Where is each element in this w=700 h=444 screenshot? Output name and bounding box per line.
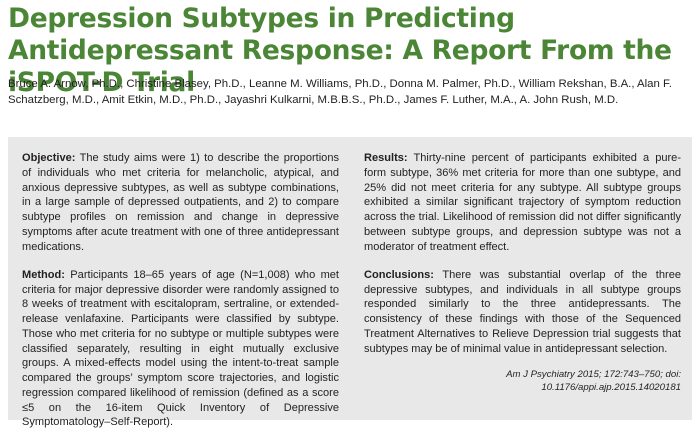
abstract-box: Objective: The study aims were 1) to des…: [8, 137, 692, 428]
results-text: Thirty-nine percent of participants exhi…: [364, 152, 681, 253]
conclusions-label: Conclusions:: [364, 268, 434, 281]
results-section: Results: Thirty-nine percent of particip…: [364, 151, 681, 254]
journal-citation: Am J Psychiatry 2015; 172:743–750; doi: …: [506, 368, 681, 393]
abstract-right-column: Results: Thirty-nine percent of particip…: [364, 151, 681, 394]
method-text: Participants 18–65 years of age (N=1,008…: [22, 268, 339, 429]
author-list: Bruce A. Arnow, Ph.D., Christine Blasey,…: [8, 78, 672, 106]
results-label: Results:: [364, 152, 408, 164]
objective-label: Objective:: [22, 152, 76, 164]
method-label: Method:: [22, 268, 65, 281]
objective-text: The study aims were 1) to describe the p…: [22, 152, 339, 253]
objective-section: Objective: The study aims were 1) to des…: [22, 151, 339, 254]
article-title: Depression Subtypes in Predicting Antide…: [8, 3, 672, 98]
conclusions-section: Conclusions: There was substantial overl…: [364, 268, 681, 357]
conclusions-text: There was substantial overlap of the thr…: [364, 268, 681, 355]
method-section: Method: Participants 18–65 years of age …: [22, 268, 339, 430]
abstract-left-column: Objective: The study aims were 1) to des…: [22, 151, 339, 444]
